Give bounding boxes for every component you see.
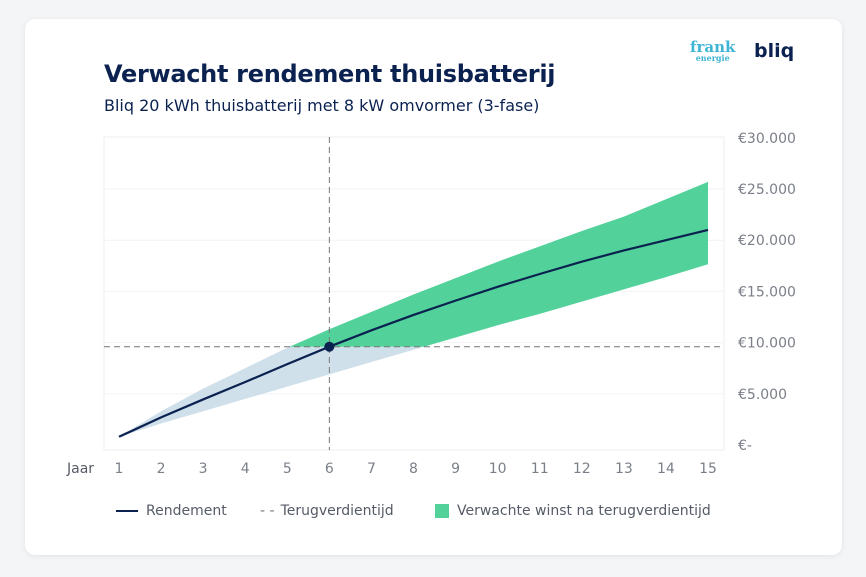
band-after-payback bbox=[289, 181, 708, 347]
payback-point bbox=[324, 341, 335, 352]
band-before-payback bbox=[119, 346, 425, 437]
legend-rendement: Rendement bbox=[116, 503, 227, 519]
y-tick-label: €25.000 bbox=[738, 182, 796, 198]
x-tick-label: 3 bbox=[199, 461, 208, 477]
legend-winst: Verwachte winst na terugverdientijd bbox=[435, 503, 711, 519]
rendement-line bbox=[118, 228, 709, 438]
page-subtitle: Bliq 20 kWh thuisbatterij met 8 kW omvor… bbox=[104, 96, 540, 115]
legend-label: Rendement bbox=[146, 503, 227, 519]
x-tick-label: 7 bbox=[367, 461, 376, 477]
legend-dash-swatch: - - bbox=[260, 503, 275, 519]
legend-label: Verwachte winst na terugverdientijd bbox=[457, 503, 711, 519]
x-tick-label: 13 bbox=[615, 461, 633, 477]
y-tick-label: €- bbox=[738, 438, 752, 454]
legend-label: Terugverdientijd bbox=[280, 503, 394, 519]
x-tick-label: 6 bbox=[325, 461, 334, 477]
x-tick-label: 10 bbox=[489, 461, 507, 477]
y-tick-label: €5.000 bbox=[738, 387, 787, 403]
x-tick-label: 14 bbox=[657, 461, 675, 477]
x-tick-label: 8 bbox=[409, 461, 418, 477]
frank-energie-logo: frank energie bbox=[690, 38, 736, 63]
x-tick-label: 15 bbox=[699, 461, 717, 477]
page-title: Verwacht rendement thuisbatterij bbox=[104, 60, 556, 88]
y-tick-label: €15.000 bbox=[738, 284, 796, 300]
x-tick-label: 12 bbox=[573, 461, 591, 477]
x-tick-label: 2 bbox=[157, 461, 166, 477]
x-tick-label: 4 bbox=[241, 461, 250, 477]
x-tick-label: 1 bbox=[115, 461, 124, 477]
x-axis-label: Jaar bbox=[66, 461, 94, 477]
legend-box-swatch bbox=[435, 504, 449, 518]
y-tick-label: €30.000 bbox=[738, 131, 796, 147]
x-tick-label: 11 bbox=[531, 461, 549, 477]
bliq-logo: bliq bbox=[754, 40, 795, 62]
y-tick-label: €10.000 bbox=[738, 336, 796, 352]
x-tick-label: 9 bbox=[451, 461, 460, 477]
y-tick-label: €20.000 bbox=[738, 233, 796, 249]
legend-terugverdientijd: - - Terugverdientijd bbox=[260, 503, 394, 519]
x-tick-label: 5 bbox=[283, 461, 292, 477]
legend-line-swatch bbox=[116, 510, 138, 512]
